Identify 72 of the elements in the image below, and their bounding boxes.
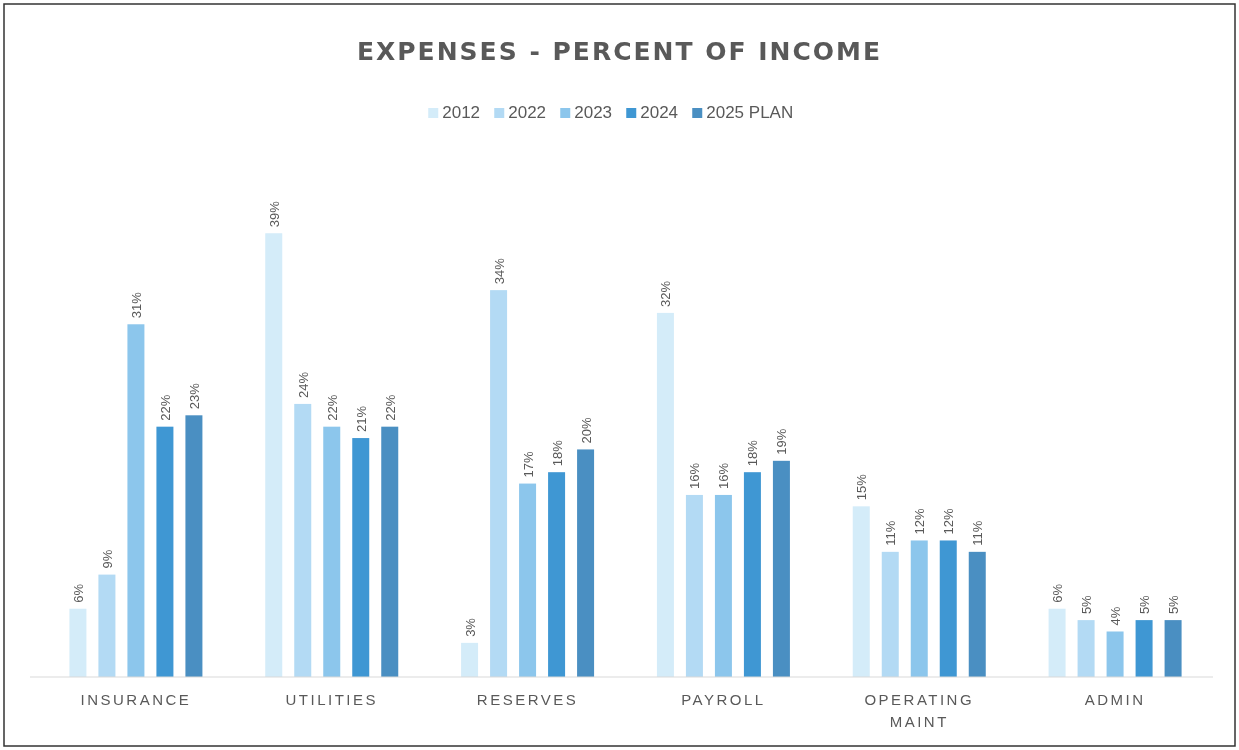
x-tick-label: OPERATING MAINT [864, 691, 975, 730]
data-label: 24% [295, 371, 311, 398]
x-tick-label: ADMIN [1084, 691, 1146, 708]
data-label: 6% [70, 583, 86, 603]
data-label: 15% [854, 473, 870, 501]
x-tick-label: UTILITIES [285, 691, 379, 708]
bar [1048, 608, 1066, 677]
data-label: 17% [520, 451, 536, 478]
bar [185, 415, 203, 677]
data-label: 19% [774, 428, 790, 455]
data-label: 22% [382, 394, 398, 421]
bar [548, 472, 566, 677]
data-label: 21% [353, 405, 369, 433]
x-tick-label: INSURANCE [80, 691, 192, 708]
data-label: 3% [462, 617, 478, 637]
bar [156, 426, 174, 677]
data-label: 22% [324, 394, 340, 421]
x-tick-label: PAYROLL [681, 691, 766, 708]
data-label: 32% [658, 280, 674, 307]
data-label: 23% [186, 382, 202, 410]
bar [714, 494, 732, 677]
chart-title: EXPENSES - PERCENT OF INCOME [356, 37, 883, 66]
bar [69, 608, 87, 677]
x-tick-label: RESERVES [476, 691, 579, 708]
bar [461, 642, 479, 677]
data-label: 11% [883, 520, 899, 546]
legend-label: 2025 PLAN [706, 103, 794, 122]
bar [352, 438, 370, 677]
bar [127, 324, 145, 677]
data-label: 5% [1166, 594, 1182, 615]
bar [656, 312, 674, 677]
bar [772, 460, 790, 677]
data-label: 16% [687, 462, 703, 489]
bar [1106, 631, 1124, 677]
bar [685, 494, 703, 677]
bar [1077, 620, 1095, 677]
legend-label: 2024 [640, 103, 679, 122]
data-label: 39% [266, 200, 282, 228]
data-label: 4% [1108, 606, 1124, 626]
bar [381, 426, 399, 677]
data-label: 5% [1079, 594, 1095, 615]
legend-label: 2012 [442, 103, 481, 122]
data-label: 9% [99, 549, 115, 569]
bar [881, 551, 899, 677]
data-label: 22% [157, 394, 173, 421]
bar [968, 551, 986, 677]
data-label: 6% [1050, 583, 1066, 603]
bar [743, 472, 761, 677]
bar [577, 449, 595, 677]
data-label: 11% [970, 520, 986, 546]
bar [98, 574, 116, 677]
legend-label: 2022 [508, 103, 547, 122]
bar [852, 506, 870, 677]
data-label: 20% [578, 416, 594, 444]
data-label: 5% [1137, 594, 1153, 615]
data-label: 16% [716, 462, 732, 489]
bar [519, 483, 537, 677]
legend-label: 2023 [574, 103, 613, 122]
bar [939, 540, 957, 677]
data-label: 31% [128, 291, 144, 319]
bar [1164, 620, 1182, 677]
data-label: 12% [912, 508, 928, 535]
bar [490, 290, 508, 677]
data-label: 34% [491, 257, 507, 285]
bar [323, 426, 341, 677]
bar [294, 403, 312, 677]
data-label: 18% [549, 439, 565, 467]
bar [910, 540, 928, 677]
bar [265, 233, 283, 677]
data-label: 18% [745, 439, 761, 467]
data-label: 12% [941, 508, 957, 535]
bar [1135, 620, 1153, 677]
